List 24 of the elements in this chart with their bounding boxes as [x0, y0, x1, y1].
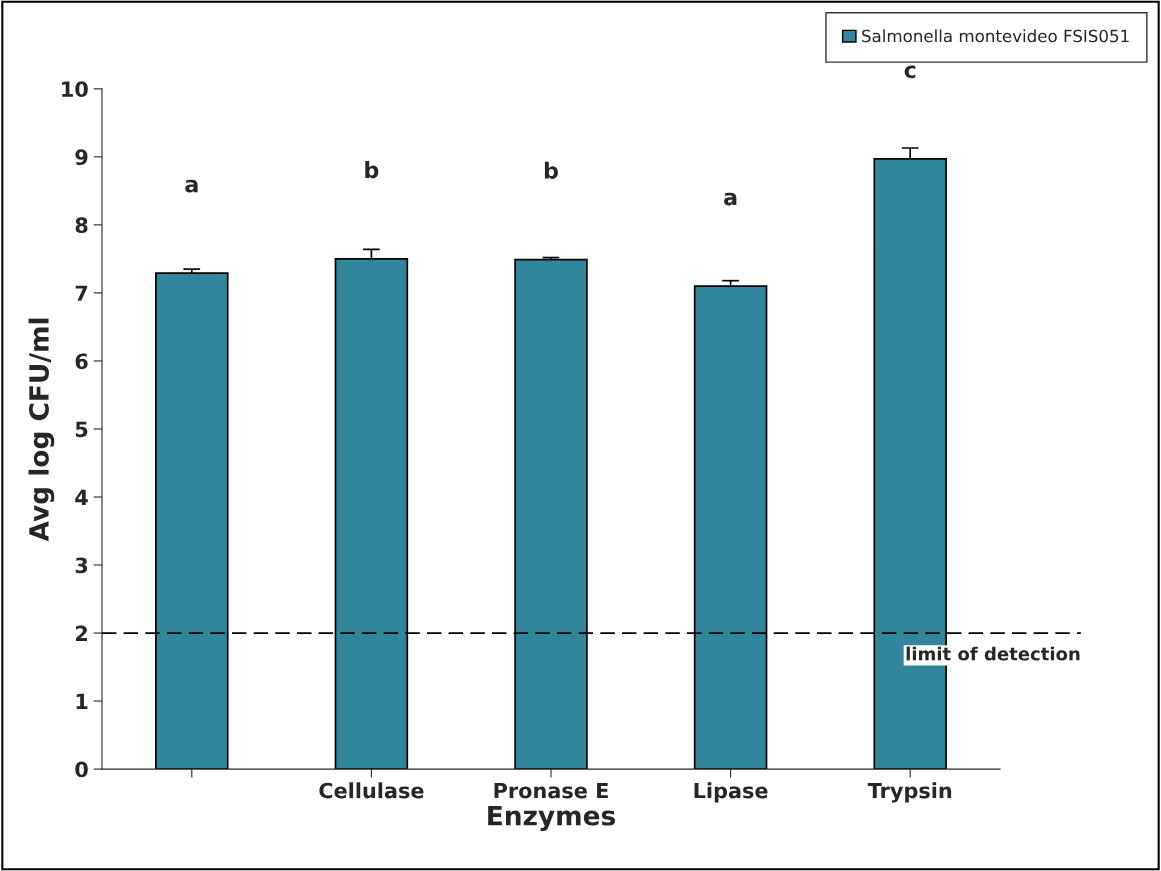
annotation: a [724, 192, 737, 206]
ref-line-label: limit of detection [906, 646, 1080, 661]
y-tick-label: 0 [75, 761, 88, 778]
y-tick-label: 5 [75, 421, 88, 438]
y-tick-label: 8 [75, 217, 88, 234]
y-tick-label: 1 [76, 693, 88, 709]
y-axis-title: Avg log CFU/ml [28, 318, 55, 542]
annotation: b [365, 161, 379, 179]
y-tick-label: 7 [75, 285, 88, 301]
x-tick-label: Lipase [694, 782, 768, 803]
x-tick-label: Trypsin [867, 782, 952, 803]
x-tick-label: Cellulase [319, 782, 424, 799]
y-tick-label: 4 [75, 489, 88, 505]
x-tick-label: Pronase E [494, 782, 608, 799]
y-tick-label: 9 [75, 149, 88, 166]
legend-label: Salmonella montevideo FSIS051 [862, 29, 1129, 43]
y-tick-label: 2 [75, 625, 87, 641]
y-tick-label: 6 [75, 353, 88, 370]
x-axis-title: Enzymes [488, 806, 615, 831]
text: c [904, 65, 916, 79]
annotation: a [185, 179, 198, 193]
y-tick-label: 3 [75, 557, 88, 574]
y-tick-label: 10 [62, 81, 88, 98]
annotation: b [544, 161, 558, 179]
